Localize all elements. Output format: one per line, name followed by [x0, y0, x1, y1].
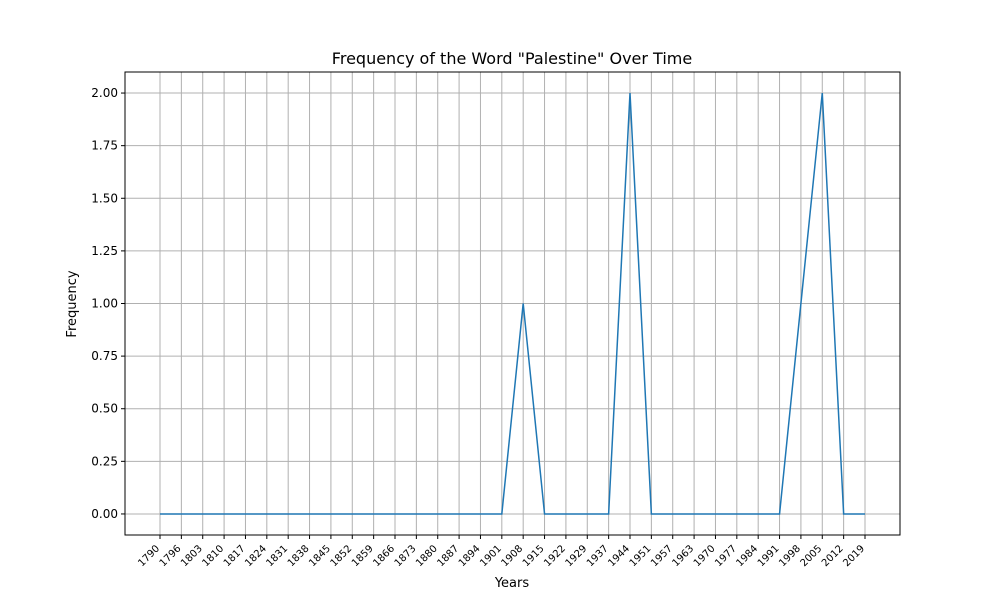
x-axis-label: Years: [494, 576, 530, 591]
y-tick-label: 1.25: [91, 244, 118, 258]
y-tick-label: 1.00: [91, 297, 118, 311]
y-tick-label: 0.00: [91, 507, 118, 521]
y-tick-label: 0.25: [91, 454, 118, 468]
y-tick-label: 1.75: [91, 139, 118, 153]
y-tick-label: 2.00: [91, 86, 118, 100]
y-tick-label: 1.50: [91, 191, 118, 205]
y-axis-label: Frequency: [65, 270, 80, 337]
chart-title: Frequency of the Word "Palestine" Over T…: [332, 49, 692, 68]
y-tick-label: 0.50: [91, 402, 118, 416]
y-tick-label: 0.75: [91, 349, 118, 363]
